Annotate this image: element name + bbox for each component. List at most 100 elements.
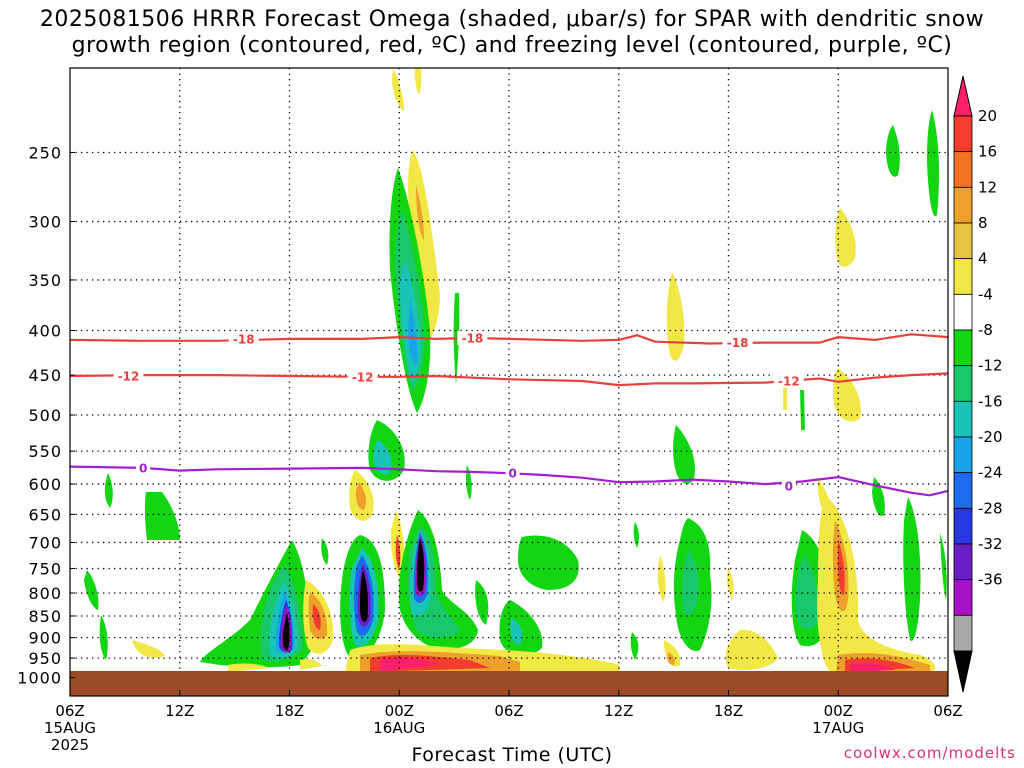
- x-tick-label: 00Z: [385, 702, 414, 720]
- plot-frame: [69, 67, 949, 697]
- x-tick-date-label: 17AUG: [812, 719, 864, 737]
- omega-cell-yellow: [414, 68, 422, 95]
- contour-label-bg: [457, 331, 488, 346]
- omega-cell-black: [360, 570, 368, 622]
- contour-label-bg: [781, 478, 796, 493]
- credit-link[interactable]: coolwx.com/modelts: [843, 744, 1016, 762]
- omega-cell-yellow: [300, 659, 322, 670]
- omega-cell-orange: [667, 652, 675, 665]
- omega-cell-green: [321, 538, 329, 565]
- contour-label-bg: [136, 460, 151, 475]
- colorbar-segment: [953, 579, 973, 616]
- y-tick-label: 700: [28, 533, 62, 552]
- colorbar-label: -16: [978, 392, 1003, 410]
- omega-cell-red: [312, 604, 321, 630]
- x-tick-year-label: 2025: [51, 736, 89, 754]
- omega-cell-teal: [795, 555, 819, 630]
- colorbar-segment: [953, 329, 973, 367]
- omega-cell-green: [499, 600, 543, 656]
- omega-cell-green: [475, 580, 489, 625]
- y-tick-label: 300: [28, 213, 62, 232]
- colorbar-segment: [953, 151, 973, 188]
- contour-label: 0: [785, 479, 793, 493]
- x-tick-label: 06Z: [55, 702, 84, 720]
- omega-cell-cyan: [373, 440, 392, 475]
- x-tick-label: 12Z: [604, 702, 633, 720]
- colorbar: 20 16 12 8 4 -4 -8 -12 -16 -20 -24 -28 -32 -36: [953, 75, 1003, 693]
- omega-cell-black: [417, 538, 425, 592]
- omega-cell-green: [84, 570, 99, 610]
- contour-line-0: [69, 465, 949, 497]
- omega-cell-green: [940, 533, 947, 600]
- omega-cell-pink: [380, 657, 440, 672]
- omega-cell-yellow: [666, 272, 685, 361]
- y-tick-label: 350: [28, 271, 62, 290]
- omega-cell-black: [282, 612, 290, 651]
- contour-line-minus12: [69, 372, 949, 387]
- colorbar-segment: [953, 472, 973, 509]
- x-tick-label: 12Z: [165, 702, 194, 720]
- omega-cell-green: [800, 390, 805, 430]
- omega-cell-green: [927, 110, 940, 217]
- omega-cell-green: [872, 477, 885, 516]
- omega-cell-yellow: [132, 640, 165, 658]
- omega-cell-yellow: [408, 150, 440, 345]
- omega-cell-orange: [355, 482, 367, 510]
- colorbar-label: -24: [978, 464, 1003, 482]
- omega-cell-yellow: [228, 663, 270, 672]
- colorbar-segment: [953, 365, 973, 402]
- colorbar-label: -4: [978, 285, 993, 303]
- colorbar-label: -20: [978, 428, 1003, 446]
- colorbar-label: 16: [978, 143, 997, 161]
- colorbar-segment: [953, 186, 973, 224]
- colorbar-segment: [953, 507, 973, 545]
- y-tick-label: 900: [28, 629, 62, 648]
- y-tick-label: 450: [28, 366, 62, 385]
- colorbar-label: 4: [978, 250, 988, 268]
- x-tick-date-label: 15AUG: [44, 719, 96, 737]
- y-tick-label: 250: [28, 144, 62, 163]
- colorbar-label: 12: [978, 178, 997, 196]
- y-tick-label: 650: [28, 505, 62, 524]
- colorbar-label: 8: [978, 214, 988, 232]
- y-tick-label: 600: [28, 475, 62, 494]
- colorbar-label: 20: [978, 107, 997, 125]
- colorbar-segment: [953, 258, 973, 295]
- contour-label: -18: [233, 332, 255, 346]
- omega-cell-yellow: [725, 629, 778, 670]
- omega-cell-green: [673, 425, 696, 484]
- omega-cell-red: [837, 540, 845, 595]
- colorbar-label: -8: [978, 321, 993, 339]
- omega-cell-pink: [850, 663, 895, 672]
- omega-cell-green: [518, 535, 579, 590]
- contour-label: -12: [352, 370, 374, 384]
- x-tick-label: 18Z: [714, 702, 743, 720]
- y-tick-label: 850: [28, 607, 62, 626]
- colorbar-bottom-arrow: [953, 650, 973, 693]
- omega-cell-orange: [416, 185, 424, 240]
- contour-label: -18: [462, 332, 484, 346]
- contour-label-bg: [347, 369, 378, 384]
- x-tick-label: 06Z: [933, 702, 962, 720]
- omega-cell-cyan: [510, 618, 523, 645]
- x-tick-label: 06Z: [494, 702, 523, 720]
- colorbar-segment: [953, 400, 973, 438]
- contour-label: -18: [727, 336, 749, 350]
- colorbar-segment: [953, 293, 973, 331]
- contour-label: -12: [778, 374, 800, 388]
- x-tick-label: 18Z: [275, 702, 304, 720]
- y-tick-label: 500: [28, 406, 62, 425]
- contour-line-minus18: [69, 333, 949, 345]
- omega-cell-yellow: [657, 555, 666, 602]
- colorbar-label: -28: [978, 499, 1003, 517]
- colorbar-segment: [953, 222, 973, 260]
- y-tick-label: 800: [28, 584, 62, 603]
- y-tick-label: 400: [28, 322, 62, 341]
- omega-cell-teal: [681, 550, 699, 616]
- contour-lines: -18 -18 -18 -12 -12 -12 0 0 0: [69, 331, 949, 497]
- omega-cell-yellow: [817, 495, 936, 672]
- axes: 250 300 350 400 450 500 550 600 650 700 750 800 850 9…: [17, 67, 963, 754]
- y-tick-label: 950: [28, 649, 62, 668]
- y-tick-label: 1000: [17, 669, 62, 688]
